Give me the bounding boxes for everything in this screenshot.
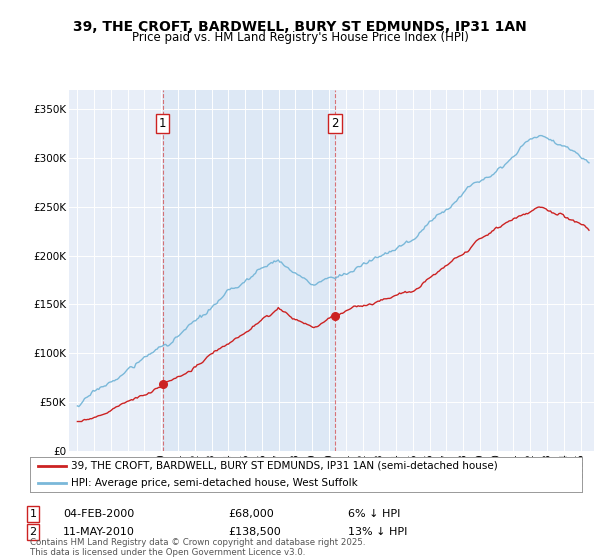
Text: 1: 1 [29, 509, 37, 519]
Text: HPI: Average price, semi-detached house, West Suffolk: HPI: Average price, semi-detached house,… [71, 478, 358, 488]
Text: 2: 2 [29, 527, 37, 537]
Text: 6% ↓ HPI: 6% ↓ HPI [348, 509, 400, 519]
Text: 39, THE CROFT, BARDWELL, BURY ST EDMUNDS, IP31 1AN (semi-detached house): 39, THE CROFT, BARDWELL, BURY ST EDMUNDS… [71, 461, 498, 470]
Text: 11-MAY-2010: 11-MAY-2010 [63, 527, 135, 537]
Text: 2: 2 [331, 117, 339, 130]
Text: 13% ↓ HPI: 13% ↓ HPI [348, 527, 407, 537]
Text: 39, THE CROFT, BARDWELL, BURY ST EDMUNDS, IP31 1AN: 39, THE CROFT, BARDWELL, BURY ST EDMUNDS… [73, 20, 527, 34]
Bar [163, 90, 335, 451]
Text: 1: 1 [159, 117, 167, 130]
Text: £138,500: £138,500 [228, 527, 281, 537]
Text: 04-FEB-2000: 04-FEB-2000 [63, 509, 134, 519]
Text: Contains HM Land Registry data © Crown copyright and database right 2025.
This d: Contains HM Land Registry data © Crown c… [30, 538, 365, 557]
Text: Price paid vs. HM Land Registry's House Price Index (HPI): Price paid vs. HM Land Registry's House … [131, 31, 469, 44]
Text: £68,000: £68,000 [228, 509, 274, 519]
